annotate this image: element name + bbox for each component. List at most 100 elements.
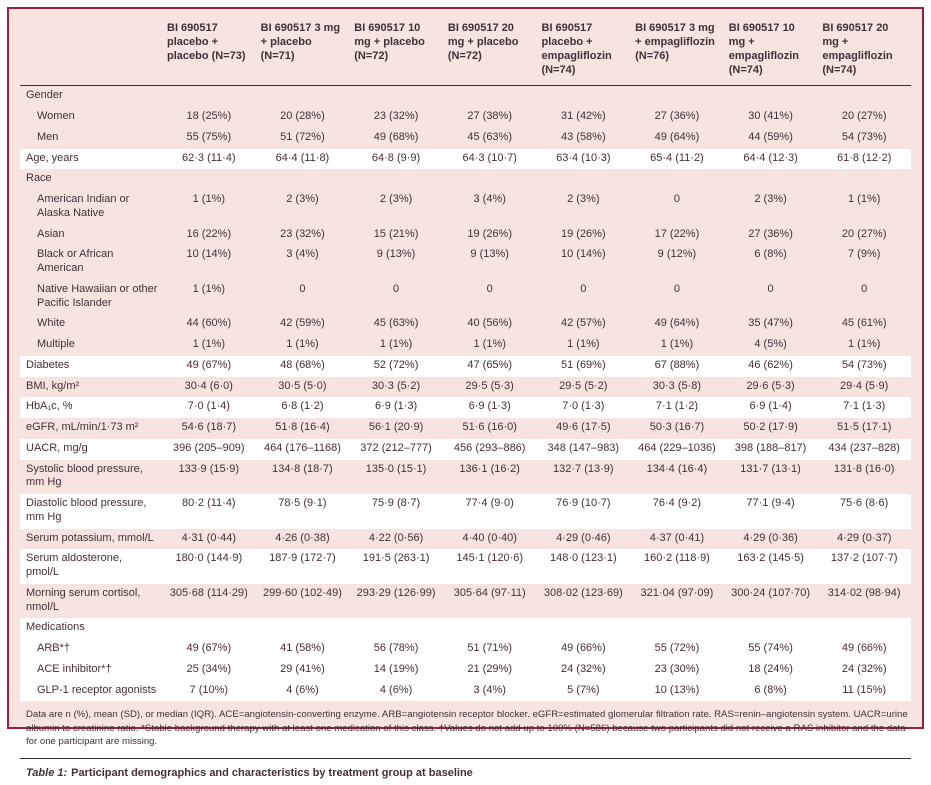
data-cell: 20 (27%) (841, 110, 887, 123)
data-cell: 50·3 (16·7) (649, 421, 705, 434)
row-label: Diabetes (26, 358, 70, 371)
data-cell: 27 (36%) (654, 110, 700, 123)
row-label: Age, years (26, 151, 79, 164)
data-cell: 27 (36%) (748, 227, 793, 240)
data-cell: 76·4 (9·2) (652, 497, 702, 510)
baseline-characteristics-table: BI 690517 placebo + placebo (N=73) BI 690… (20, 9, 911, 702)
data-cell: 163·2 (145·5) (737, 552, 804, 565)
row-label-header (20, 9, 162, 87)
table-caption: Table 1: Participant demographics and cha… (20, 757, 911, 785)
table-row: Serum potassium, mmol/L 4·31 (0·44) 4·26 (… (20, 529, 911, 550)
column-header: BI 690517 3 mg + placebo (N=71) (255, 9, 350, 87)
data-cell: 464 (229–1036) (638, 441, 716, 454)
data-cell: 10 (14%) (186, 248, 232, 261)
data-cell: 0 (299, 282, 306, 295)
data-cell: 51·6 (16·0) (462, 421, 517, 434)
data-cell: 52 (72%) (373, 358, 419, 371)
data-cell: 0 (673, 282, 680, 295)
data-cell: 48 (68%) (280, 358, 325, 371)
row-label: Serum aldosterone, pmol/L (26, 552, 122, 579)
row-label: ACE inhibitor*† (37, 662, 112, 675)
data-cell: 0 (580, 282, 587, 295)
table-row: Serum aldosterone, pmol/L 180·0 (144·9) 18… (20, 549, 911, 584)
data-cell: 29 (41%) (280, 662, 325, 675)
table-row: ARB*† 49 (67%) 41 (58%) 56 (78%) 51 (71%) 49 … (20, 639, 911, 660)
data-cell: 6·8 (1·2) (281, 400, 324, 413)
table-row: Black or African American 10 (14%) 3 (4%) 9… (20, 245, 911, 280)
data-cell (443, 86, 537, 107)
data-cell: 21 (29%) (467, 662, 512, 675)
data-cell: 464 (176–1168) (264, 441, 341, 454)
data-cell: 0 (486, 282, 493, 295)
data-cell: 0 (673, 193, 680, 206)
row-label: BMI, kg/m² (26, 379, 80, 392)
row-label: Medications (26, 621, 85, 634)
data-cell: 64·4 (12·3) (743, 151, 798, 164)
data-cell: 1 (1%) (192, 193, 226, 206)
data-cell: 4·26 (0·38) (275, 531, 330, 544)
data-cell: 3 (4%) (286, 248, 319, 261)
data-cell: 1 (1%) (847, 193, 881, 206)
data-cell: 7·1 (1·3) (843, 400, 886, 413)
column-header: BI 690517 placebo + placebo (N=73) (162, 9, 256, 87)
data-cell: 14 (19%) (373, 662, 419, 675)
data-cell: 2 (3%) (379, 193, 413, 206)
data-cell: 160·2 (118·9) (644, 552, 710, 565)
data-cell: 55 (75%) (186, 130, 232, 143)
table-row: Asian 16 (22%) 23 (32%) 15 (21%) 19 (26%) 19 … (20, 225, 911, 246)
column-header: BI 690517 placebo + empagliflozin (N=74) (536, 9, 631, 87)
data-cell: 19 (26%) (560, 227, 606, 240)
data-cell (630, 618, 724, 639)
data-cell: 7 (10%) (189, 683, 229, 696)
table-row: Systolic blood pressure, mm Hg 133·9 (15·… (20, 460, 911, 495)
table-row: Age, years 62·3 (11·4) 64·4 (11·8) 64·8 (9·… (20, 148, 911, 170)
table-row: American Indian or Alaska Native 1 (1%) 2 … (20, 190, 911, 225)
table-row: GLP-1 receptor agonists 7 (10%) 4 (6%) 4 (6… (20, 680, 911, 702)
data-cell: 18 (24%) (748, 662, 793, 675)
data-cell: 1 (1%) (379, 338, 413, 351)
data-cell: 65·4 (11·2) (650, 151, 704, 164)
row-label: eGFR, mL/min/1·73 m² (26, 421, 139, 434)
data-cell: 0 (767, 282, 774, 295)
data-cell: 20 (28%) (280, 110, 325, 123)
data-cell: 1 (1%) (567, 338, 600, 351)
row-label: Multiple (37, 338, 75, 351)
row-label: GLP-1 receptor agonists (37, 683, 157, 696)
data-cell: 30·3 (5·8) (652, 379, 702, 392)
data-cell: 187·9 (172·7) (269, 552, 336, 565)
data-cell: 1 (1%) (847, 338, 881, 351)
data-cell (537, 169, 631, 190)
row-label: Systolic blood pressure, mm Hg (26, 462, 143, 489)
data-cell: 4·22 (0·56) (368, 531, 424, 544)
data-cell: 180·0 (144·9) (175, 552, 243, 565)
data-cell: 145·1 (120·6) (456, 552, 524, 565)
row-label: Men (37, 130, 59, 143)
data-cell: 25 (34%) (186, 662, 232, 675)
data-cell: 4·37 (0·41) (649, 531, 705, 544)
data-cell: 77·4 (9·0) (465, 497, 514, 510)
data-cell: 42 (57%) (560, 317, 606, 330)
section-row: Medications (20, 618, 911, 640)
data-cell: 63·4 (10·3) (556, 151, 611, 164)
table-row: eGFR, mL/min/1·73 m² 54·6 (18·7) 51·8 (16·… (20, 418, 911, 439)
data-cell: 4·29 (0·36) (743, 531, 798, 544)
data-cell: 3 (4%) (473, 193, 506, 206)
data-cell (349, 86, 443, 107)
data-cell (349, 618, 443, 639)
table-row: Diastolic blood pressure, mm Hg 80·2 (11·… (20, 494, 911, 529)
data-cell: 49 (67%) (186, 642, 232, 655)
row-label: Native Hawaiian or other Pacific Islande… (37, 282, 158, 309)
data-cell: 24 (32%) (560, 662, 606, 675)
data-cell: 4 (5%) (754, 338, 787, 351)
data-cell: 54·6 (18·7) (181, 421, 237, 434)
data-cell: 17 (22%) (654, 227, 700, 240)
data-cell: 29·5 (5·3) (465, 379, 514, 392)
row-label: Gender (26, 89, 63, 102)
data-cell (537, 618, 631, 639)
data-cell: 44 (60%) (186, 317, 232, 330)
data-cell: 30·5 (5·0) (278, 379, 327, 392)
data-cell (256, 618, 350, 639)
data-cell: 23 (32%) (280, 227, 325, 240)
data-cell: 314·02 (98·94) (827, 586, 901, 599)
data-cell: 2 (3%) (567, 193, 600, 206)
